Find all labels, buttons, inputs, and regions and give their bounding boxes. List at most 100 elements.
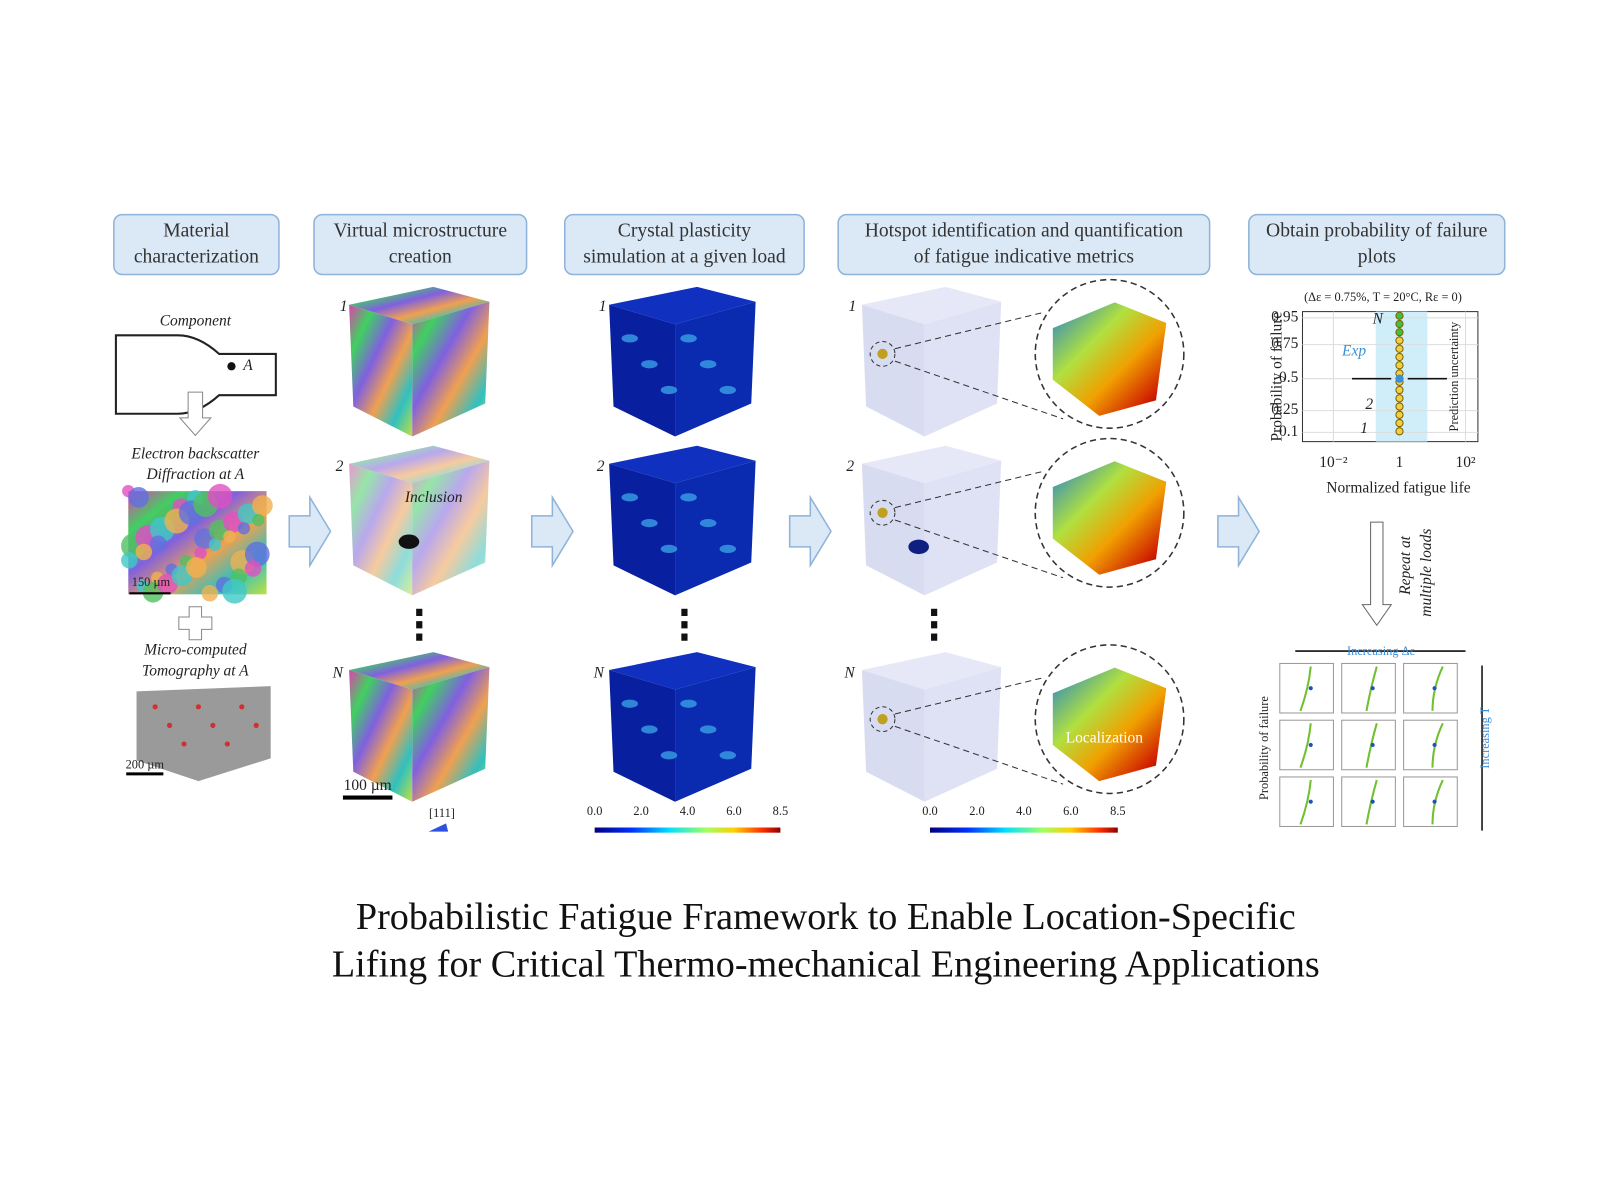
failure-point: [1395, 352, 1404, 362]
cube-right: [924, 301, 1002, 437]
repeat-arrow: [1361, 521, 1393, 627]
cube-right: [924, 667, 1002, 802]
step-box: [563, 213, 805, 276]
colorbar-tick: 2.0: [969, 804, 984, 818]
cube-left: [349, 304, 413, 437]
conditions: (Δε = 0.75%, T = 20°C, Rε = 0): [1304, 290, 1462, 304]
failure-point: [1395, 410, 1404, 419]
marker-label: 1: [1360, 420, 1368, 437]
ellipsis-dot: [931, 621, 938, 629]
cube-top: [861, 445, 1002, 484]
mini-point: [1370, 686, 1375, 691]
zoom-line: [894, 312, 1043, 350]
flow-arrow: [788, 494, 832, 569]
ebsd-label: Electron backscatter: [130, 446, 260, 463]
y-tick-label: 0.75: [1271, 335, 1298, 352]
grain: [222, 578, 247, 604]
cube-left: [349, 670, 413, 802]
instance-label: 1: [340, 298, 348, 315]
pore: [224, 741, 230, 747]
stress-spot: [660, 385, 678, 395]
grain: [223, 530, 236, 543]
caption: Probabilistic Fatigue Framework to Enabl…: [356, 896, 1296, 938]
cube-left: [609, 463, 676, 596]
colorbar-tick: 4.0: [1016, 804, 1031, 818]
mini-curve: [1299, 723, 1312, 769]
inclusion: [398, 534, 420, 549]
pore: [152, 704, 158, 710]
zoom-line: [894, 519, 1064, 579]
colorbar-tick: 2.0: [633, 804, 648, 818]
instance-label: 1: [848, 298, 856, 315]
cube-right: [412, 460, 490, 596]
mini-plot: [1341, 662, 1396, 714]
hotspot-grain: [1052, 461, 1167, 575]
mini-curve: [1299, 666, 1312, 712]
inclusion-label: Inclusion: [404, 489, 463, 506]
step-title: Material: [163, 221, 230, 242]
cube-left: [861, 463, 925, 596]
colorbar-tick: 0.0: [922, 804, 937, 818]
stress-spot: [699, 519, 717, 528]
colorbar-tick: 6.0: [726, 804, 741, 818]
cube-top: [349, 286, 490, 325]
failure-point: [1395, 361, 1404, 370]
step-title: of fatigue indicative metrics: [914, 246, 1134, 267]
mini-plot: [1341, 719, 1396, 771]
stress-spot: [641, 725, 658, 734]
grain: [121, 552, 138, 569]
plus: [178, 606, 213, 641]
pore: [181, 741, 187, 747]
ellipsis-dot: [416, 608, 423, 616]
hotspot: [869, 706, 896, 733]
cube-right: [675, 301, 756, 437]
instance-label: N: [843, 664, 856, 681]
cube-right: [675, 667, 756, 802]
step-title: plots: [1358, 246, 1396, 267]
cube-left: [609, 670, 676, 802]
ellipsis-dot: [681, 621, 688, 629]
zoom-circle: [1034, 644, 1185, 795]
stress-spot: [680, 334, 697, 343]
step-title: characterization: [134, 246, 259, 267]
flow-arrow: [288, 494, 332, 569]
stress-spot: [621, 493, 639, 502]
cube-top: [861, 286, 1002, 325]
ebsd-label: Diffraction at A: [146, 466, 245, 483]
point-a: [227, 362, 236, 371]
failure-point: [1395, 427, 1404, 436]
zoom-line: [894, 677, 1043, 715]
pore: [195, 704, 202, 710]
stress-spot: [680, 493, 697, 502]
cube-left: [861, 304, 925, 437]
instance-label: N: [593, 664, 606, 681]
flow-arrow: [1217, 494, 1261, 569]
cube-top: [349, 445, 490, 484]
n-label: N: [1372, 310, 1385, 327]
step-title: simulation at a given load: [583, 246, 786, 267]
instance-label: 2: [597, 458, 605, 475]
grain: [186, 557, 207, 578]
y-tick-label: 0.25: [1271, 401, 1298, 418]
zoom-line: [894, 360, 1064, 420]
failure-point: [1395, 319, 1404, 329]
failure-point: [1395, 402, 1404, 411]
caption: Lifing for Critical Thermo-mechanical En…: [332, 944, 1320, 986]
colorbar-tick: 8.5: [773, 804, 788, 818]
mini-point: [1432, 686, 1437, 691]
step-title: Obtain probability of failure: [1266, 221, 1488, 242]
cube-right: [412, 301, 490, 437]
mini-curve: [1299, 779, 1312, 825]
cube-top: [609, 286, 756, 325]
hotspot-core: [877, 714, 888, 725]
step-box: [313, 213, 528, 276]
step-box: [1248, 213, 1506, 276]
stress-spot: [621, 334, 639, 343]
mini-point: [1308, 742, 1313, 748]
grain: [201, 585, 219, 602]
grain: [149, 535, 167, 553]
stress-spot: [621, 699, 639, 708]
ct-label: Micro-computed: [143, 642, 247, 659]
stress-spot: [641, 519, 658, 528]
